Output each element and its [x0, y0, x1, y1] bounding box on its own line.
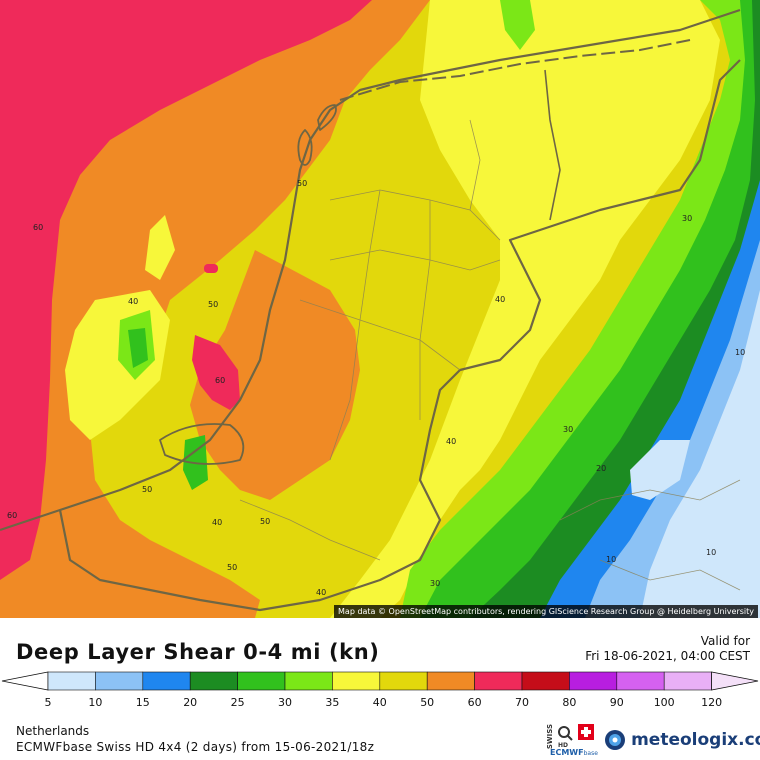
scale-swatch — [284, 671, 333, 691]
field-35-northwest — [145, 215, 175, 280]
estuary-scheldt — [159, 423, 245, 465]
field-25-west — [128, 328, 148, 368]
region-name: Netherlands — [16, 724, 90, 738]
chart-title: Deep Layer Shear 0-4 mi (kn) — [16, 640, 380, 664]
scale-label: 20 — [183, 696, 198, 709]
valid-label: Valid for — [700, 634, 750, 648]
scale-label: 15 — [135, 696, 150, 709]
scale-swatch — [379, 671, 428, 691]
scale-arrow-low — [1, 671, 49, 691]
contour-label: 30 — [682, 214, 692, 223]
scale-label: 25 — [230, 696, 245, 709]
island-texel — [297, 129, 313, 166]
scale-arrow-high — [711, 671, 759, 691]
contour-label: 10 — [735, 348, 745, 357]
scale-swatch — [142, 671, 191, 691]
meteologix-text: meteologix.com — [631, 730, 760, 750]
contour-label: 20 — [596, 464, 606, 473]
magnifier-icon — [558, 726, 570, 738]
scale-label: 5 — [44, 696, 52, 709]
scale-swatch — [474, 671, 523, 691]
contour-label: 10 — [706, 548, 716, 557]
contour-label: 60 — [7, 511, 17, 520]
shear-field-map: 60 50 40 50 60 50 60 40 50 50 40 40 30 3… — [0, 0, 760, 618]
island-vlieland — [317, 104, 337, 131]
field-30-north — [500, 0, 535, 50]
scale-label: 70 — [515, 696, 529, 709]
valid-datetime: Fri 18-06-2021, 04:00 CEST — [585, 649, 750, 663]
scale-label: 120 — [701, 696, 723, 709]
contour-label: 30 — [563, 425, 573, 434]
contour-label: 40 — [316, 588, 326, 597]
provider-hd: HD — [558, 742, 568, 748]
provider-ecmwf: ECMWFbase — [550, 748, 598, 757]
provider-swiss: SWISS — [546, 724, 554, 750]
scale-swatch — [332, 671, 381, 691]
scale-label: 80 — [562, 696, 577, 709]
model-info: ECMWFbase Swiss HD 4x4 (2 days) from 15-… — [16, 740, 375, 754]
contour-label: 50 — [297, 179, 307, 188]
contour-labels: 60 50 40 50 60 50 60 40 50 50 40 40 30 3… — [7, 179, 745, 597]
field-50-lobe — [190, 250, 360, 500]
contour-label: 60 — [215, 376, 225, 385]
provider-icons: HD — [558, 724, 594, 748]
field-60-70 — [0, 0, 372, 580]
color-scale — [1, 671, 759, 691]
contour-label: 50 — [208, 300, 218, 309]
scale-label: 100 — [653, 696, 675, 709]
contour-label: 60 — [33, 223, 43, 232]
scale-swatch — [521, 671, 570, 691]
contour-label: 40 — [212, 518, 222, 527]
scale-swatch — [616, 671, 665, 691]
meteologix-logo-icon — [605, 730, 625, 750]
scale-swatch — [426, 671, 475, 691]
province-lines — [239, 119, 741, 591]
contour-label: 10 — [606, 555, 616, 564]
contour-label: 50 — [260, 517, 270, 526]
magnifier-handle — [567, 735, 573, 741]
scale-swatch — [95, 671, 144, 691]
map-attribution[interactable]: Map data © OpenStreetMap contributors, r… — [334, 605, 758, 618]
scale-swatch — [569, 671, 618, 691]
ems-border — [544, 69, 561, 221]
contour-label: 30 — [430, 579, 440, 588]
field-60-spot — [204, 264, 218, 273]
contour-label: 40 — [495, 295, 505, 304]
scale-swatch — [189, 671, 238, 691]
scale-label: 35 — [325, 696, 340, 709]
scale-swatch — [663, 671, 712, 691]
meteologix-brand[interactable]: meteologix.com — [604, 729, 760, 751]
scale-swatch — [47, 671, 96, 691]
field-5-patch — [630, 440, 690, 500]
scale-swatch — [237, 671, 286, 691]
wadden-islands — [339, 39, 691, 101]
field-5-10 — [640, 290, 760, 618]
contour-label: 40 — [446, 437, 456, 446]
scale-label: 50 — [420, 696, 435, 709]
valid-time: Valid for Fri 18-06-2021, 04:00 CEST — [585, 634, 750, 664]
scale-label: 90 — [609, 696, 624, 709]
weather-map: 60 50 40 50 60 50 60 40 50 50 40 40 30 3… — [0, 0, 760, 618]
scale-label: 40 — [372, 696, 387, 709]
contour-label: 50 — [142, 485, 152, 494]
field-35-40 — [330, 0, 720, 618]
contour-label: 40 — [128, 297, 138, 306]
scale-label: 30 — [278, 696, 292, 709]
coastline — [0, 8, 741, 532]
scale-label: 10 — [88, 696, 103, 709]
contour-label: 50 — [227, 563, 237, 572]
field-60-core — [192, 335, 240, 410]
scale-swatches — [1, 671, 759, 691]
provider-logo: SWISS HD ECMWFbase — [546, 724, 598, 758]
scale-label: 60 — [467, 696, 482, 709]
